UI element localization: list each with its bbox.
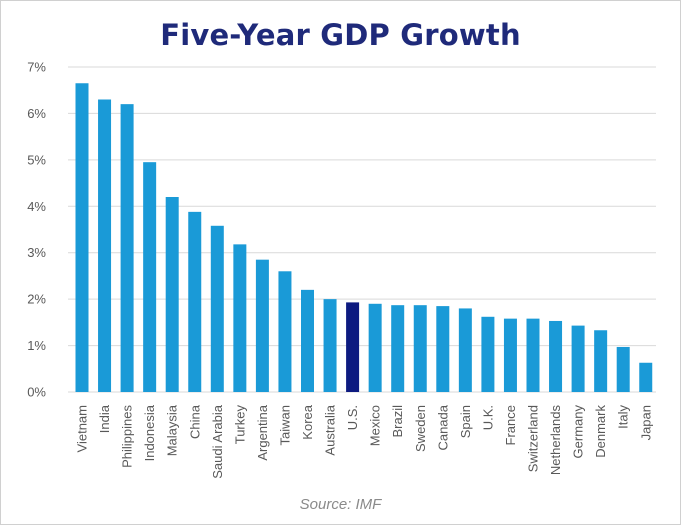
x-tick-label: Spain	[458, 405, 473, 438]
x-tick-label: Sweden	[413, 405, 428, 452]
bar-argentina	[255, 259, 269, 392]
bar-spain	[458, 308, 472, 392]
bar-germany	[571, 325, 585, 392]
x-tick-label: Indonesia	[142, 404, 157, 461]
x-tick-label: Saudi Arabia	[210, 404, 225, 478]
bar-taiwan	[278, 271, 292, 392]
x-tick-label: U.S.	[345, 405, 360, 430]
x-tick-label: U.K.	[480, 405, 495, 430]
bar-philippines	[120, 104, 134, 392]
bar-denmark	[594, 330, 608, 392]
x-tick-label: Brazil	[390, 405, 405, 438]
y-axis-ticks: 0% 1% 2% 3% 4% 5% 6% 7%	[27, 60, 46, 400]
x-tick-label: Switzerland	[526, 405, 541, 472]
bar-brazil	[391, 305, 405, 392]
bar-u-k	[481, 316, 495, 392]
bar-canada	[436, 306, 450, 392]
bar-france	[503, 318, 517, 392]
bar-malaysia	[165, 197, 179, 392]
y-tick-label: 2%	[27, 292, 46, 307]
x-tick-label: Denmark	[593, 405, 608, 458]
gridlines	[68, 66, 656, 393]
y-tick-label: 7%	[27, 60, 46, 75]
bars	[75, 83, 653, 392]
x-tick-label: India	[97, 404, 112, 433]
x-tick-label: Malaysia	[165, 404, 180, 456]
y-tick-label: 0%	[27, 385, 46, 400]
x-tick-label: China	[187, 404, 202, 439]
x-tick-label: Argentina	[255, 404, 270, 460]
x-tick-label: Philippines	[120, 405, 135, 468]
bar-netherlands	[549, 320, 563, 392]
bar-u-s	[346, 302, 360, 392]
x-tick-label: Vietnam	[75, 405, 90, 452]
bar-india	[98, 99, 112, 392]
bar-switzerland	[526, 318, 540, 392]
x-tick-label: Korea	[300, 404, 315, 439]
bar-indonesia	[143, 162, 157, 392]
bar-australia	[323, 299, 337, 392]
y-tick-label: 3%	[27, 245, 46, 260]
x-tick-label: Netherlands	[548, 405, 563, 476]
x-tick-label: Taiwan	[277, 405, 292, 445]
bar-mexico	[368, 303, 382, 392]
bar-japan	[639, 362, 653, 392]
bar-turkey	[233, 244, 247, 392]
x-tick-label: Mexico	[368, 405, 383, 446]
bar-sweden	[413, 305, 427, 392]
bar-china	[188, 211, 202, 392]
bar-saudi-arabia	[210, 225, 224, 392]
y-tick-label: 6%	[27, 106, 46, 121]
x-axis-ticks: Vietnam India Philippines Indonesia Malaysia…	[75, 404, 654, 479]
x-tick-label: Germany	[571, 405, 586, 459]
bar-italy	[616, 346, 630, 392]
source-note: Source: IMF	[299, 496, 382, 513]
y-tick-label: 1%	[27, 338, 46, 353]
x-tick-label: Turkey	[232, 405, 247, 445]
x-tick-label: Japan	[638, 405, 653, 440]
bar-vietnam	[75, 83, 89, 392]
x-tick-label: Italy	[616, 405, 631, 429]
bar-korea	[301, 289, 314, 392]
y-tick-label: 4%	[27, 199, 46, 214]
x-tick-label: Australia	[323, 404, 338, 455]
chart-title: Five-Year GDP Growth	[160, 18, 521, 52]
y-tick-label: 5%	[27, 152, 46, 167]
x-tick-label: Canada	[435, 404, 450, 450]
x-tick-label: France	[503, 405, 518, 445]
